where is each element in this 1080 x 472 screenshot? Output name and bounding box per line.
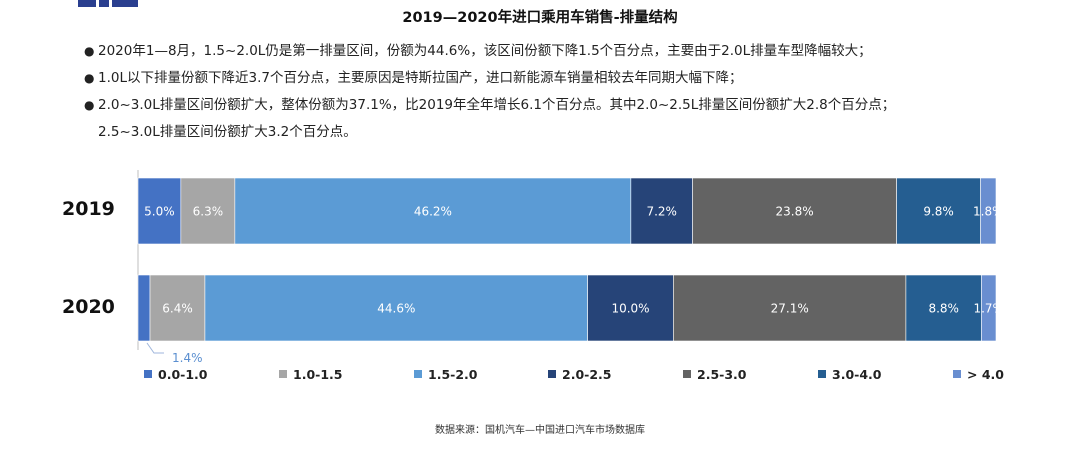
bar-segment-2019-1-0-1-5 — [180, 177, 236, 245]
data-source: 数据来源：国机汽车—中国进口汽车市场数据库 — [435, 425, 645, 436]
legend-label: 0.0-1.0 — [158, 367, 208, 382]
bullet-item-2: ● 1.0L以下排量份额下降近3.7个百分点，主要原因是特斯拉国产，进口新能源车… — [84, 65, 1074, 92]
logo-fragment — [78, 0, 148, 7]
legend-item: 2.0-2.5 — [548, 367, 611, 382]
data-label: 1.7% — [973, 302, 1004, 316]
bullet-dot: ● — [84, 98, 95, 112]
data-label: 46.2% — [414, 205, 452, 219]
callout-leader-line — [146, 342, 165, 354]
legend-item: 2.5-3.0 — [683, 367, 746, 382]
legend-swatch — [548, 370, 556, 378]
bar-segment-2020-2-0-2-5 — [587, 274, 674, 342]
legend-swatch — [279, 370, 287, 378]
legend-item: 3.0-4.0 — [818, 367, 881, 382]
data-label: 27.1% — [771, 302, 809, 316]
bullet-item-3: ● 2.0~3.0L排量区间份额扩大，整体份额为37.1%，比2019年全年增长… — [84, 92, 1074, 119]
legend-swatch — [414, 370, 422, 378]
legend-swatch — [144, 370, 152, 378]
bar-segment-2019-3-0-4-0 — [896, 177, 981, 245]
legend-item: 1.5-2.0 — [414, 367, 477, 382]
legend-item: > 4.0 — [953, 367, 1004, 382]
bar-segment-2020-1-0-1-5 — [149, 274, 206, 342]
data-label: 9.8% — [923, 205, 954, 219]
bullet-text: 1.0L以下排量份额下降近3.7个百分点，主要原因是特斯拉国产，进口新能源车销量… — [98, 70, 743, 86]
chart-title: 2019—2020年进口乘用车销售-排量结构 — [402, 10, 678, 26]
bullet-dot: ● — [84, 44, 95, 58]
legend-label: 3.0-4.0 — [832, 367, 882, 382]
bullet-text: 2020年1—8月，1.5~2.0L仍是第一排量区间，份额为44.6%，该区间份… — [98, 43, 872, 59]
bar-segment-2020--4-0 — [981, 274, 997, 342]
legend-item: 0.0-1.0 — [144, 367, 207, 382]
data-label: 23.8% — [776, 205, 814, 219]
bullet-item-3-continued: 2.5~3.0L排量区间份额扩大3.2个百分点。 — [98, 124, 357, 140]
bar-segment-2019-2-0-2-5 — [630, 177, 693, 245]
bar-segment-2020-1-5-2-0 — [204, 274, 588, 342]
legend-swatch — [953, 370, 961, 378]
bar-segment-2019-1-5-2-0 — [234, 177, 632, 245]
data-label: 10.0% — [611, 302, 649, 316]
legend-label: > 4.0 — [967, 367, 1004, 382]
data-label: 1.8% — [973, 205, 1004, 219]
legend-item: 1.0-1.5 — [279, 367, 342, 382]
legend-label: 2.5-3.0 — [697, 367, 747, 382]
legend-swatch — [818, 370, 826, 378]
data-label: 6.3% — [193, 205, 224, 219]
bar-segment-2020-0-0-1-0 — [137, 274, 151, 342]
category-label-2020: 2020 — [62, 296, 115, 318]
bar-segment-2019--4-0 — [980, 177, 997, 245]
legend-label: 1.5-2.0 — [428, 367, 478, 382]
bullet-list: ● 2020年1—8月，1.5~2.0L仍是第一排量区间，份额为44.6%，该区… — [84, 38, 1074, 146]
data-label: 6.4% — [162, 302, 193, 316]
bullet-item-1: ● 2020年1—8月，1.5~2.0L仍是第一排量区间，份额为44.6%，该区… — [84, 38, 1074, 65]
data-label: 5.0% — [144, 205, 175, 219]
data-label-callout: 1.4% — [172, 351, 203, 365]
legend-swatch — [683, 370, 691, 378]
data-label: 44.6% — [377, 302, 415, 316]
data-label: 7.2% — [646, 205, 677, 219]
bullet-dot: ● — [84, 71, 95, 85]
legend-label: 2.0-2.5 — [562, 367, 612, 382]
bar-segment-2020-3-0-4-0 — [905, 274, 982, 342]
bullet-text: 2.0~3.0L排量区间份额扩大，整体份额为37.1%，比2019年全年增长6.… — [98, 97, 896, 113]
legend-label: 1.0-1.5 — [293, 367, 343, 382]
data-label: 8.8% — [928, 302, 959, 316]
bar-segment-2019-2-5-3-0 — [692, 177, 897, 245]
category-label-2019: 2019 — [62, 198, 115, 220]
